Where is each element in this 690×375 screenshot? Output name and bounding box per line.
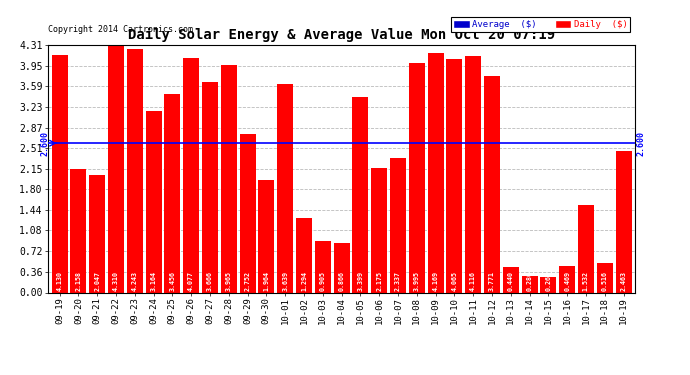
Text: 4.116: 4.116 — [470, 272, 476, 291]
Text: 0.866: 0.866 — [339, 272, 344, 291]
Bar — [164, 94, 180, 292]
Bar — [202, 82, 218, 292]
Bar — [89, 175, 105, 292]
Bar — [446, 59, 462, 292]
Text: 2.463: 2.463 — [620, 272, 627, 291]
Bar — [371, 168, 387, 292]
Bar — [183, 58, 199, 292]
Bar — [258, 180, 275, 292]
Text: 3.965: 3.965 — [226, 272, 232, 291]
Text: 3.456: 3.456 — [169, 272, 175, 291]
Text: 3.399: 3.399 — [357, 272, 364, 291]
Bar — [615, 151, 631, 292]
Text: Copyright 2014 Cartronics.com: Copyright 2014 Cartronics.com — [48, 25, 193, 34]
Bar — [239, 135, 255, 292]
Bar — [333, 243, 350, 292]
Bar — [221, 65, 237, 292]
Bar — [597, 263, 613, 292]
Text: 2.752: 2.752 — [244, 272, 250, 291]
Bar — [296, 218, 312, 292]
Text: 0.266: 0.266 — [545, 272, 551, 291]
Text: 4.130: 4.130 — [57, 272, 63, 291]
Bar — [428, 53, 444, 292]
Bar — [108, 45, 124, 292]
Text: 3.995: 3.995 — [414, 272, 420, 291]
Bar — [390, 158, 406, 292]
Bar — [277, 84, 293, 292]
Text: 3.639: 3.639 — [282, 272, 288, 291]
Bar — [353, 98, 368, 292]
Bar — [522, 276, 538, 292]
Text: 0.516: 0.516 — [602, 272, 608, 291]
Text: 2.158: 2.158 — [75, 272, 81, 291]
Bar — [146, 111, 161, 292]
Text: 0.280: 0.280 — [526, 272, 533, 291]
Text: 2.175: 2.175 — [376, 272, 382, 291]
Bar — [408, 63, 425, 292]
Text: 0.469: 0.469 — [564, 272, 570, 291]
Bar — [52, 56, 68, 292]
Bar — [540, 277, 556, 292]
Bar — [503, 267, 519, 292]
Text: 4.169: 4.169 — [433, 272, 439, 291]
Text: 2.047: 2.047 — [94, 272, 100, 291]
Text: 2.600: 2.600 — [637, 131, 646, 156]
Bar — [465, 56, 481, 292]
Bar — [315, 240, 331, 292]
Title: Daily Solar Energy & Average Value Mon Oct 20 07:19: Daily Solar Energy & Average Value Mon O… — [128, 28, 555, 42]
Legend: Average  ($), Daily  ($): Average ($), Daily ($) — [451, 17, 630, 32]
Text: 4.310: 4.310 — [113, 272, 119, 291]
Text: 0.440: 0.440 — [508, 272, 514, 291]
Text: 4.077: 4.077 — [188, 272, 194, 291]
Text: 4.065: 4.065 — [451, 272, 457, 291]
Bar — [484, 76, 500, 292]
Text: 1.294: 1.294 — [301, 272, 307, 291]
Text: 3.771: 3.771 — [489, 272, 495, 291]
Text: 3.666: 3.666 — [207, 272, 213, 291]
Text: 1.532: 1.532 — [583, 272, 589, 291]
Bar — [559, 266, 575, 292]
Bar — [578, 204, 594, 292]
Text: 2.337: 2.337 — [395, 272, 401, 291]
Text: 1.964: 1.964 — [264, 272, 269, 291]
Text: 0.905: 0.905 — [319, 272, 326, 291]
Text: 2.600: 2.600 — [40, 131, 49, 156]
Text: 4.243: 4.243 — [132, 272, 138, 291]
Text: 3.164: 3.164 — [150, 272, 157, 291]
Bar — [70, 169, 86, 292]
Bar — [127, 49, 143, 292]
